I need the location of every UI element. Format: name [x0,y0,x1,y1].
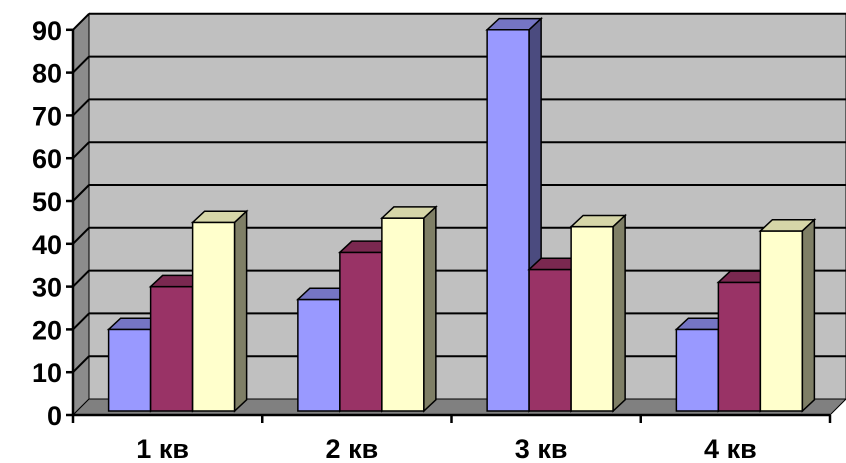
x-category-label: 4 кв [704,434,757,463]
x-category-label: 3 кв [515,434,568,463]
gridline-side [72,312,90,331]
x-axis-category-labels: 1 кв 2 кв 3 кв 4 кв [136,434,756,463]
y-tick-label: 50 [32,187,62,217]
bar-front [486,29,530,412]
y-tick-label: 60 [32,144,62,174]
side-wall [72,12,90,417]
gridline-side [72,98,90,117]
bar-front [339,251,383,412]
bar-front [717,281,762,412]
x-category-label: 2 кв [326,434,379,463]
bar [379,205,438,413]
x-category-label: 1 кв [136,434,189,463]
gridline-side [72,269,90,288]
bar-front [297,298,341,412]
bar-side [801,218,816,413]
y-tick-label: 10 [32,358,62,388]
gridline-side [72,184,90,202]
bar-front [107,328,152,412]
y-tick-label: 80 [32,59,62,89]
bar-front [759,230,804,412]
bar [190,209,249,413]
y-tick-label: 70 [32,101,62,131]
bar [758,218,817,413]
y-tick-label: 40 [32,230,62,260]
gridline-side [72,13,90,31]
bar-front [528,268,572,412]
y-tick-label: 90 [32,16,62,46]
gridline-side [72,141,90,159]
y-tick-label: 20 [32,315,62,345]
bar-front [149,285,194,412]
plot-walls [71,12,846,417]
gridline-side [72,227,90,245]
bar-side [233,209,248,413]
axes [66,28,832,423]
bar-front [381,217,425,412]
gridline-side [72,355,90,373]
y-axis-tick-labels: 0 10 20 30 40 50 60 70 80 90 [32,16,62,431]
bar-front [191,221,236,412]
bar-side [612,213,626,413]
gridline-side [72,55,90,74]
y-tick-label: 30 [32,273,62,303]
bar [569,213,628,413]
bar-side [423,205,437,413]
y-tick-label: 0 [47,401,62,431]
bars [106,16,817,413]
bar-front [570,225,614,412]
bar-front [675,328,720,412]
